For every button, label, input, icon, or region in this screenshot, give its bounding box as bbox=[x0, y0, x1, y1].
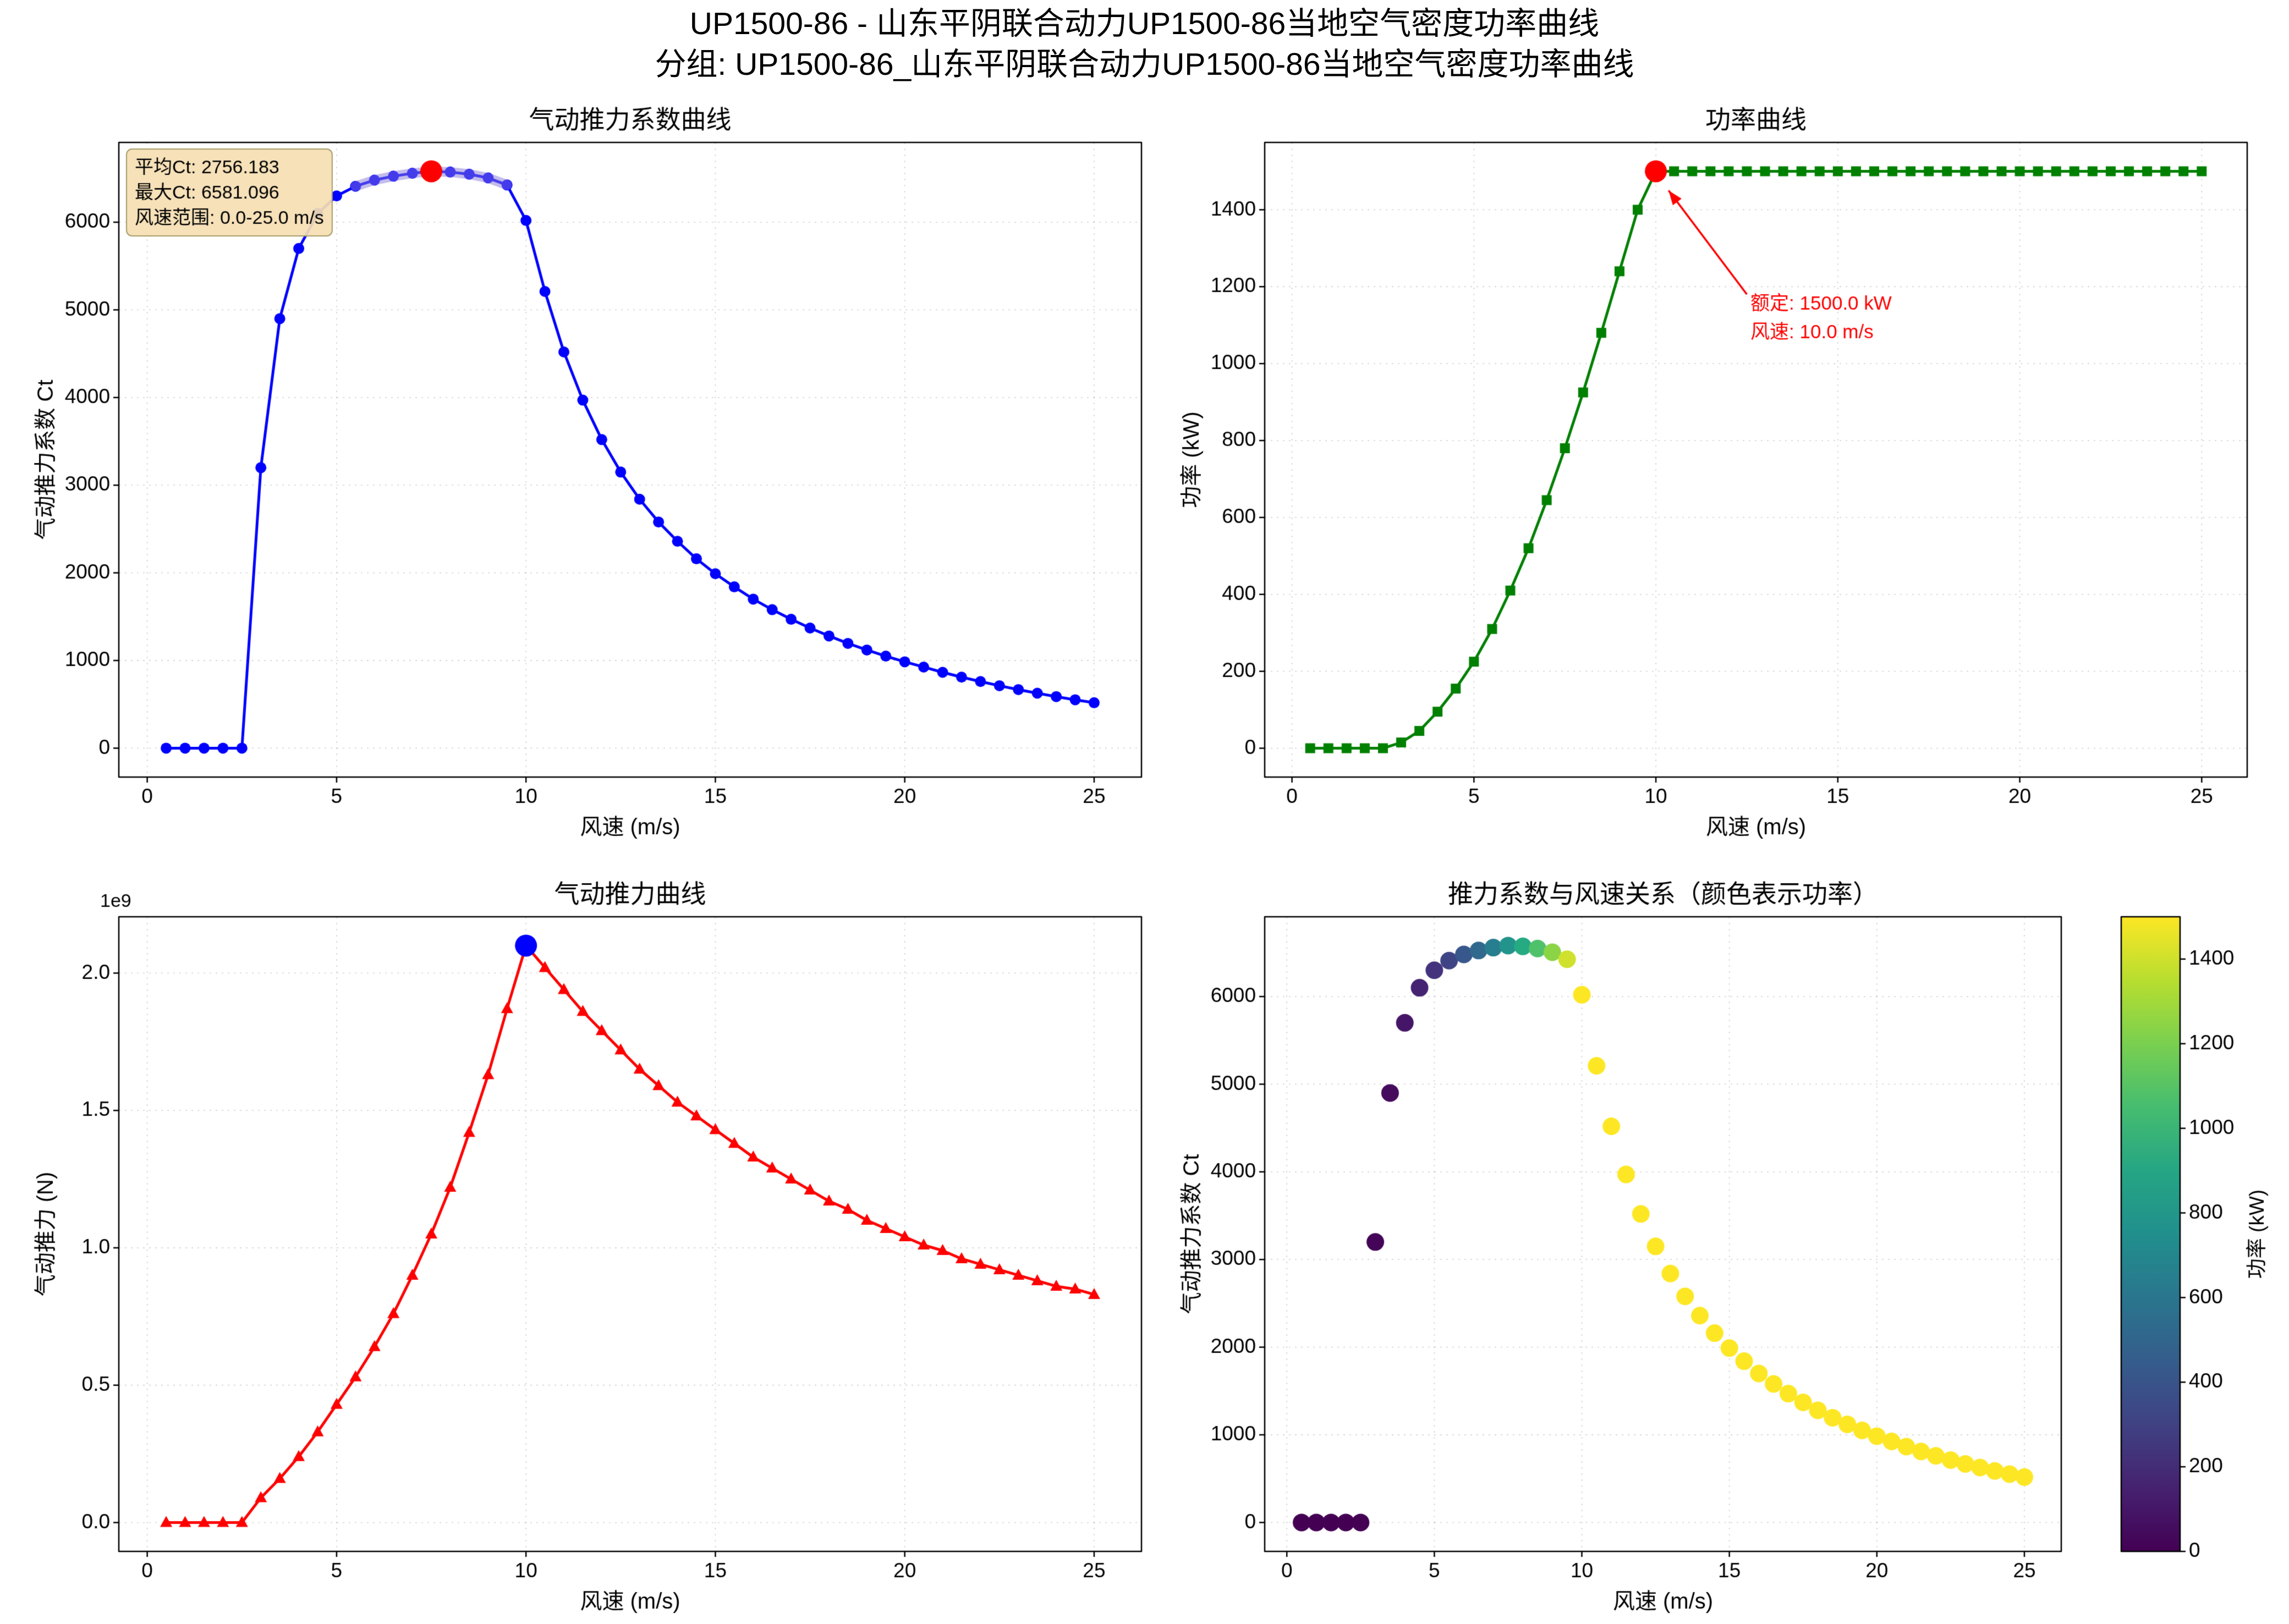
four-panel-charts-canvas bbox=[0, 0, 2289, 1624]
figure-canvas-container: UP1500-86 - 山东平阴联合动力UP1500-86当地空气密度功率曲线 … bbox=[0, 0, 2289, 1624]
